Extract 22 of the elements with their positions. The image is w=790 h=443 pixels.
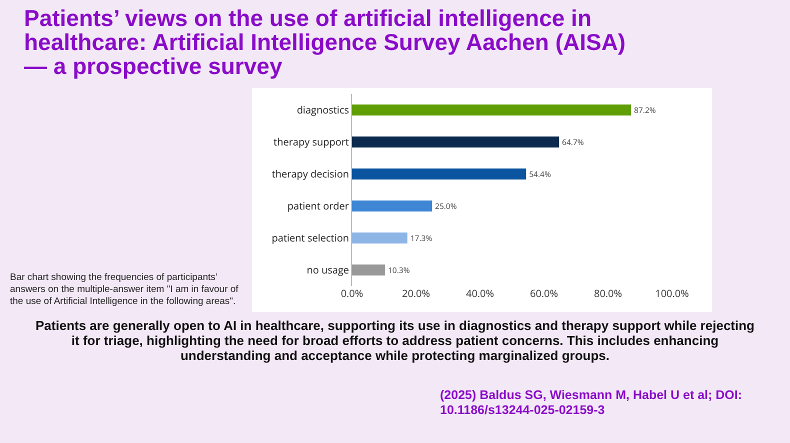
x-tick-label: 80.0% <box>594 286 622 300</box>
bar <box>352 136 560 148</box>
text: (2025) Baldus SG, Wiesmann M, Habel U et al; DOI: 10.1186/s13244-025-02159-3 <box>440 388 744 418</box>
y-tick-label: therapy support <box>274 134 350 148</box>
x-tick-label: 0.0% <box>340 286 364 300</box>
y-tick-label: diagnostics <box>296 102 350 116</box>
y-tick-label: patient order <box>287 198 349 212</box>
text: Patients are generally open to AI in healthcare, supporting its use in diagnostics and therapy support while rejecting it for triage, highlighting the need for broad efforts to address patient concerns. This includes enhancing understanding and acceptance while protecting marginalized groups. <box>34 318 756 363</box>
bar <box>352 200 432 212</box>
x-tick-label: 100.0% <box>655 286 689 300</box>
y-tick-label: no usage <box>306 262 350 276</box>
x-tick-label: 20.0% <box>402 286 430 300</box>
bar <box>352 104 632 116</box>
x-tick-label: 40.0% <box>466 286 494 300</box>
y-tick-label: patient selection <box>272 230 349 244</box>
x-tick-label: 60.0% <box>530 286 558 300</box>
y-tick-label: therapy decision <box>272 166 349 180</box>
bar <box>352 232 408 244</box>
bar <box>352 264 385 276</box>
text: Bar chart showing the frequencies of participants’ answers on the multiple-answer item "I am in favour of the use of Artificial Intelligence in the following areas". <box>10 272 240 308</box>
bar <box>352 168 526 180</box>
chart-title: Patients’ views on the use of artificial intelligence in healthcare: Artificial Intelligence Survey Aachen (AISA) — a prospective survey <box>24 5 627 79</box>
